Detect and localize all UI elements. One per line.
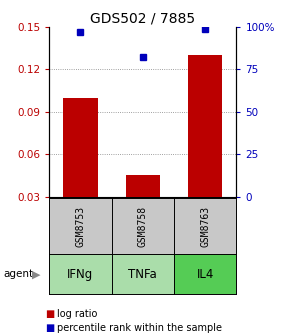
- Text: log ratio: log ratio: [57, 309, 97, 319]
- Text: IL4: IL4: [197, 268, 214, 281]
- Text: agent: agent: [3, 269, 33, 279]
- Text: GSM8763: GSM8763: [200, 205, 210, 247]
- Text: GSM8753: GSM8753: [75, 205, 86, 247]
- Text: IFNg: IFNg: [67, 268, 94, 281]
- Bar: [126, 175, 160, 197]
- Text: percentile rank within the sample: percentile rank within the sample: [57, 323, 222, 333]
- Text: ▶: ▶: [32, 269, 41, 279]
- Text: ■: ■: [45, 309, 54, 319]
- Bar: [63, 97, 98, 197]
- Bar: [188, 55, 222, 197]
- Text: ■: ■: [45, 323, 54, 333]
- Text: GSM8758: GSM8758: [138, 205, 148, 247]
- Text: TNFa: TNFa: [128, 268, 157, 281]
- Title: GDS502 / 7885: GDS502 / 7885: [90, 12, 195, 26]
